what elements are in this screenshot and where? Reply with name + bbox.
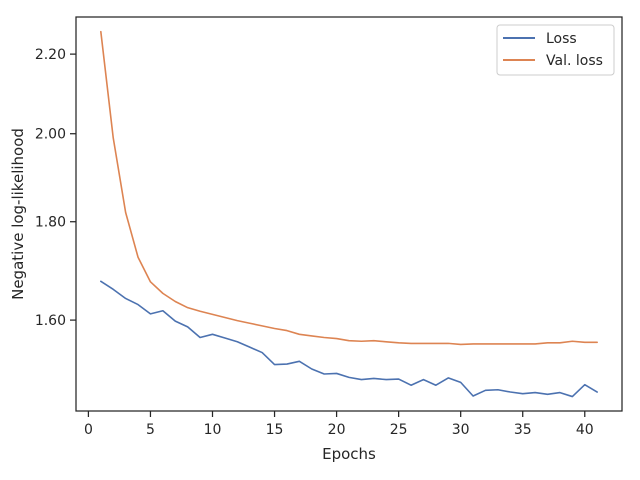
x-tick-label: 30 (452, 422, 470, 438)
series-line-val-loss (100, 30, 598, 346)
plot-frame (75, 16, 623, 412)
legend: Loss Val. loss (496, 24, 615, 76)
x-tick-label: 25 (390, 422, 408, 438)
x-tick-label: 0 (84, 422, 93, 438)
x-tick-label: 10 (204, 422, 222, 438)
y-tick-label: 1.60 (35, 313, 66, 329)
y-tick-label: 2.00 (35, 127, 66, 143)
y-axis: 1.60 1.80 2.00 2.20 (35, 47, 76, 329)
x-tick-label: 35 (514, 422, 532, 438)
x-tick-label: 15 (266, 422, 284, 438)
x-tick-label: 40 (576, 422, 594, 438)
series-line-loss (100, 280, 598, 398)
y-tick-label: 2.20 (35, 47, 66, 63)
y-tick-label: 1.80 (35, 215, 66, 231)
legend-label-loss: Loss (546, 31, 577, 47)
series-layer (100, 30, 598, 398)
x-tick-label: 5 (146, 422, 155, 438)
y-axis-label: Negative log-likelihood (9, 128, 27, 300)
x-axis: 0 5 10 15 20 25 30 35 40 (84, 411, 594, 438)
x-axis-label: Epochs (322, 445, 376, 463)
x-tick-label: 20 (328, 422, 346, 438)
legend-label-val-loss: Val. loss (546, 53, 603, 69)
